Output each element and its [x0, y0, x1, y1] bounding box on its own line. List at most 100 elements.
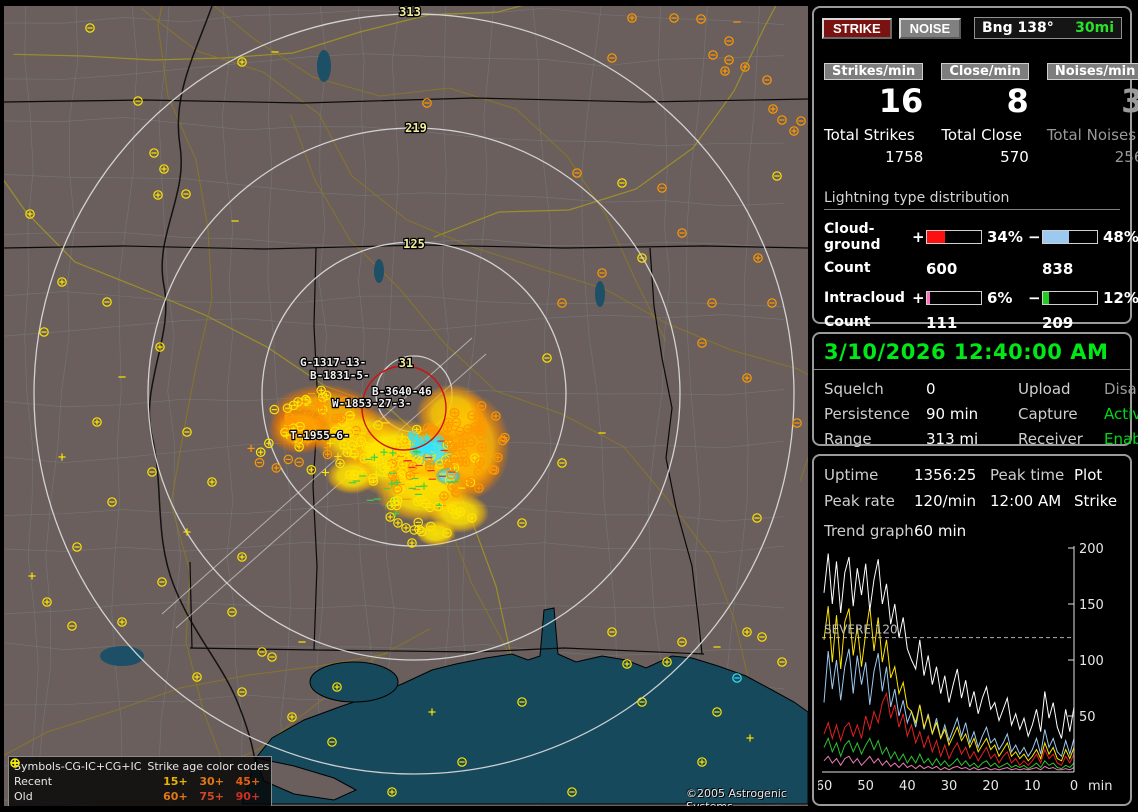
strike-symbol [622, 659, 632, 669]
trend-series--CG [823, 606, 1075, 762]
strike-symbol [412, 447, 420, 456]
strike-symbol [425, 502, 435, 513]
strike-symbol [707, 298, 717, 308]
legend-col-nic: -IC [80, 760, 96, 773]
count-label: Count [824, 314, 871, 330]
strike-symbol [414, 524, 424, 535]
strike-symbol [382, 446, 392, 457]
lake [100, 646, 144, 666]
strike-symbol [473, 411, 484, 421]
cg-minus-count: 838 [1042, 260, 1074, 278]
strike-symbol [696, 14, 706, 24]
strike-symbol [443, 417, 454, 428]
strike-symbol [789, 126, 799, 136]
strike-symbol [517, 697, 527, 707]
strike-symbol [335, 458, 345, 469]
lightning-map[interactable]: 313 219 125 31 G-1317-13-B-1831-5-B-3640-46… [4, 6, 808, 806]
strike-symbol [407, 432, 415, 440]
strike-symbol [288, 400, 299, 411]
strikes-per-min-column: Strikes/min 16 Total Strikes 1758 [824, 63, 924, 166]
plot-label: Plot [1074, 466, 1103, 484]
legend-col-pcg: +CG [95, 760, 122, 773]
y-tick-label: 100 [1079, 654, 1104, 669]
trend-window-value: 60 min [914, 522, 967, 540]
minus-sign: − [1028, 289, 1041, 307]
age-code: 60+ [163, 790, 188, 803]
x-tick-label: 60 [818, 779, 832, 794]
strike-symbol [449, 407, 460, 418]
strike-symbol [319, 411, 329, 421]
storm-cell-labels: G-1317-13-B-1831-5-B-3640-46W-1853-27-3-… [289, 355, 433, 443]
strike-symbol [391, 500, 402, 511]
legend-col-pic: +IC [121, 760, 142, 773]
strike-symbol [349, 448, 359, 459]
strike-symbol [724, 55, 734, 65]
legend-row-label: Recent [14, 775, 53, 788]
strike-symbol [762, 75, 772, 85]
uptime-value: 1356:25 [914, 466, 977, 484]
minus-sign: − [1028, 228, 1041, 246]
strike-symbol [339, 396, 350, 407]
strike-symbol [102, 297, 112, 307]
strike-symbol [557, 458, 567, 468]
strike-symbol [455, 506, 466, 517]
strike-symbol [387, 470, 398, 480]
strike-symbol [254, 457, 265, 468]
strike-symbol [487, 464, 498, 475]
upload-status: Disabled [1104, 380, 1138, 398]
strike-symbol [393, 478, 401, 487]
strike-symbol [67, 621, 77, 631]
lake [595, 281, 605, 307]
ic-minus-bar [1042, 291, 1098, 305]
strike-symbol [227, 607, 237, 617]
clock-status-panel: 3/10/2026 12:40:00 AM Squelch 0 Upload D… [812, 332, 1138, 448]
strike-symbol [147, 467, 157, 477]
squelch-label: Squelch [824, 380, 884, 398]
strike-symbol [607, 627, 617, 637]
strike-symbol [327, 737, 337, 747]
strike-symbol [181, 189, 191, 199]
bearing-value: Bng 138° [982, 20, 1054, 36]
strike-symbol [753, 253, 763, 263]
x-tick-label: 0 [1070, 779, 1078, 794]
strike-symbol [474, 483, 484, 494]
strike-symbols-layer [25, 13, 806, 797]
strike-symbol [58, 453, 66, 461]
total-close-label: Total Close [941, 126, 1022, 144]
x-tick-label: 20 [982, 779, 999, 794]
strike-mode-button[interactable]: STRIKE [822, 17, 892, 39]
strike-symbol [356, 436, 367, 447]
age-code: 75+ [199, 790, 224, 803]
strike-symbol [451, 417, 462, 428]
strike-symbol [637, 253, 647, 263]
bearing-distance: 30mi [1075, 20, 1114, 36]
legend-col-ncg: -CG [60, 760, 81, 773]
strike-symbol [182, 427, 192, 437]
map-display[interactable]: 313 219 125 31 G-1317-13- B-1831-5- B-3640-46… [4, 6, 808, 806]
y-tick-label: 150 [1079, 598, 1104, 613]
trend-series-+IC [823, 737, 1075, 770]
strike-symbol [39, 327, 49, 337]
capture-status: Active [1104, 405, 1138, 423]
y-tick-label: 200 [1079, 542, 1104, 557]
strike-symbol [617, 178, 627, 188]
strike-symbol [344, 410, 355, 421]
strikes-per-min-label: Strikes/min [824, 63, 924, 80]
noise-mode-button[interactable]: NOISE [898, 17, 962, 39]
strike-symbol [263, 438, 274, 449]
strike-symbol [28, 572, 36, 580]
trend-graph-label: Trend graph [824, 522, 914, 540]
strike-symbol [767, 298, 777, 308]
x-tick-label: 10 [1024, 779, 1041, 794]
strike-symbol [183, 528, 191, 536]
noises-per-min-label: Noises/min [1046, 63, 1138, 80]
strike-symbol [542, 353, 552, 363]
gulf-of-mexico [241, 607, 808, 805]
noises-per-min-column: Noises/min 3 Total Noises 256 [1046, 63, 1138, 166]
strike-symbol [155, 342, 165, 352]
strike-symbol [473, 467, 484, 477]
distribution-title: Lightning type distribution [824, 190, 1120, 210]
x-tick-label: 40 [899, 779, 916, 794]
uptime-label: Uptime [824, 466, 879, 484]
strike-symbol [192, 672, 202, 682]
